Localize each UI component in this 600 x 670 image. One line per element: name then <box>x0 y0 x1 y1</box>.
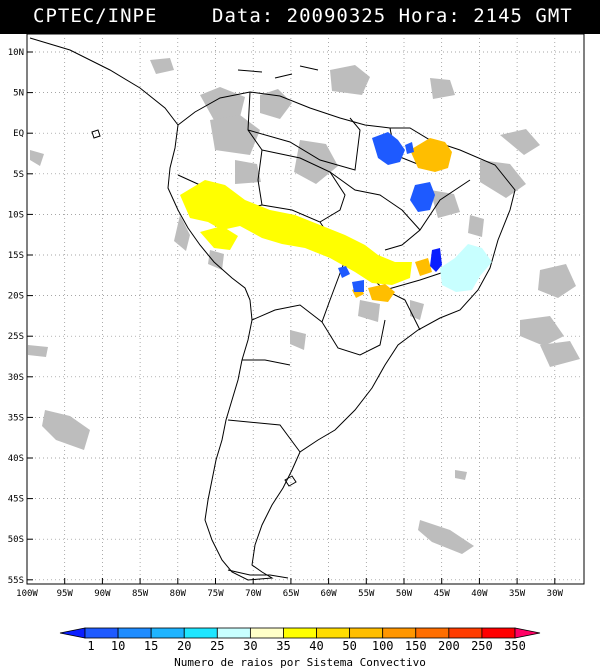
lat-tick-label: 5N <box>13 89 24 99</box>
legend-tick-label: 20 <box>177 639 191 653</box>
legend-caption: Numero de raios por Sistema Convectivo <box>174 656 426 669</box>
date-time-title: Data: 20090325 Hora: 2145 GMT <box>212 5 573 27</box>
lat-tick-label: 40S <box>8 454 24 464</box>
legend-tick-label: 250 <box>471 639 493 653</box>
lat-tick-label: 10N <box>8 48 24 58</box>
lon-tick-label: 35W <box>509 589 526 599</box>
legend-swatch <box>382 627 417 639</box>
lat-tick-label: 45S <box>8 495 24 505</box>
legend-swatch <box>216 627 251 639</box>
legend-swatch <box>183 627 218 639</box>
lightning-systems <box>180 132 492 302</box>
lon-tick-label: 55W <box>358 589 375 599</box>
lat-tick-label: 20S <box>8 292 24 302</box>
lon-tick-label: 60W <box>320 589 337 599</box>
lon-tick-label: 85W <box>132 589 149 599</box>
legend-swatch <box>249 627 284 639</box>
legend-tick-label: 350 <box>504 639 526 653</box>
legend-tick-label: 100 <box>372 639 394 653</box>
lat-tick-label: 35S <box>8 413 24 423</box>
lat-tick-label: 25S <box>8 332 24 342</box>
lon-tick-label: 75W <box>207 589 224 599</box>
legend-tick-label: 1 <box>87 639 94 653</box>
lon-tick-label: 100W <box>16 589 38 599</box>
legend-tick-label: 30 <box>243 639 257 653</box>
axis-ticks: 10N 5N EQ 5S 10S 15S 20S 25S 30S 35S 40S 45S 50S 55S 1… <box>8 48 564 599</box>
legend-tick-label: 25 <box>210 639 224 653</box>
lat-tick-label: 55S <box>8 576 24 586</box>
lat-tick-label: 5S <box>13 170 24 180</box>
legend-swatch <box>349 627 384 639</box>
legend-tick-label: 35 <box>276 639 290 653</box>
lat-tick-label: EQ <box>13 129 24 139</box>
legend-swatch <box>150 627 185 639</box>
legend-swatch <box>481 627 516 639</box>
lon-tick-label: 40W <box>471 589 488 599</box>
legend-tick-label: 10 <box>111 639 125 653</box>
legend-swatch <box>316 627 351 639</box>
legend-swatch <box>117 627 152 639</box>
lon-tick-label: 65W <box>283 589 300 599</box>
legend-swatch <box>84 627 119 639</box>
lon-tick-label: 90W <box>94 589 111 599</box>
lon-tick-label: 80W <box>170 589 187 599</box>
legend-tick-label: 40 <box>309 639 323 653</box>
legend-tick-label: 50 <box>342 639 356 653</box>
lon-tick-label: 45W <box>434 589 451 599</box>
lon-tick-label: 50W <box>396 589 413 599</box>
lon-tick-label: 30W <box>547 589 564 599</box>
legend-tick-label: 200 <box>438 639 460 653</box>
lat-tick-label: 15S <box>8 251 24 261</box>
lat-tick-label: 30S <box>8 373 24 383</box>
legend-tick-label: 150 <box>405 639 427 653</box>
legend-swatch <box>514 627 541 639</box>
agency-title: CPTEC/INPE <box>33 5 158 27</box>
title-bar: CPTEC/INPE Data: 20090325 Hora: 2145 GMT <box>0 0 600 34</box>
lat-tick-label: 50S <box>8 535 24 545</box>
lon-tick-label: 95W <box>57 589 74 599</box>
color-legend: 1 10 15 20 25 30 35 40 50 100 150 200 250 350 Numero d… <box>59 627 541 669</box>
legend-swatch <box>59 627 86 639</box>
legend-swatch <box>415 627 450 639</box>
lon-tick-label: 70W <box>245 589 262 599</box>
legend-swatch <box>448 627 483 639</box>
legend-swatch <box>283 627 317 639</box>
lat-tick-label: 10S <box>8 210 24 220</box>
legend-tick-label: 15 <box>144 639 158 653</box>
